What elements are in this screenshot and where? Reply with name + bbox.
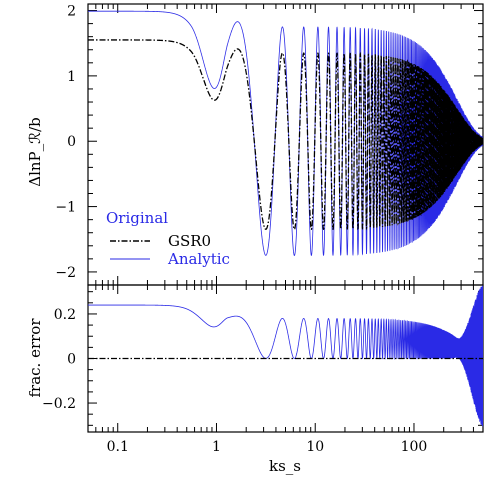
top-ytick-labels: −2 −1 0 1 2 — [55, 4, 76, 281]
legend: Original GSR0 Analytic — [106, 209, 230, 268]
y-tick-label: 1 — [67, 69, 76, 85]
x-tick-label: 100 — [401, 439, 428, 455]
bottom-ticks — [87, 285, 484, 432]
y-tick-label: 0 — [67, 134, 76, 150]
legend-label-gsr0: GSR0 — [168, 232, 211, 250]
series-line-analytic-bottom — [88, 285, 483, 427]
top-panel: −2 −1 0 1 2 ΔlnP_ℛ/b Original GSR0 Analytic — [26, 3, 484, 286]
y-tick-label: −1 — [55, 200, 76, 216]
y-tick-label: −2 — [55, 265, 76, 281]
top-ylabel: ΔlnP_ℛ/b — [26, 117, 44, 187]
bottom-xlabel: ks_s — [269, 457, 301, 475]
series-line-analytic-top — [88, 10, 483, 257]
y-tick-label: 0.2 — [54, 307, 76, 323]
y-tick-label: 0 — [67, 352, 76, 368]
x-tick-label: 0.1 — [107, 439, 129, 455]
x-tick-label: 1 — [212, 439, 221, 455]
y-tick-label: 2 — [67, 4, 76, 20]
legend-label-analytic: Analytic — [167, 250, 230, 268]
bottom-panel: −0.2 0 0.2 0.1 1 10 100 frac. error ks_s — [26, 284, 484, 475]
legend-title: Original — [106, 209, 168, 227]
y-tick-label: −0.2 — [42, 396, 76, 412]
x-tick-label: 10 — [306, 439, 324, 455]
bottom-ylabel: frac. error — [26, 318, 44, 398]
top-ticks — [87, 4, 484, 285]
bottom-xtick-labels: 0.1 1 10 100 — [107, 439, 428, 455]
bottom-ytick-labels: −0.2 0 0.2 — [42, 307, 76, 412]
series-line-gsr0-top — [88, 39, 483, 231]
